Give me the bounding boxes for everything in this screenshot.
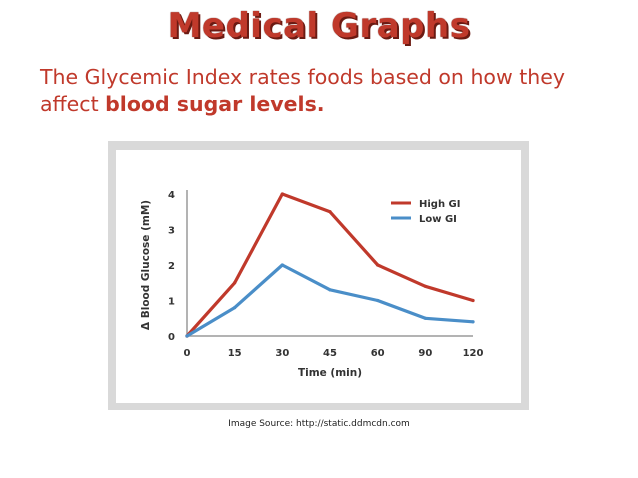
y-tick-label: 4 — [168, 190, 175, 201]
body-text-bold: blood sugar levels. — [105, 92, 325, 116]
data-point-high-gi — [280, 192, 284, 196]
data-point-high-gi — [328, 210, 332, 214]
glucose-chart: 0 1 2 3 4 0 15 30 45 60 90 120 Time (min) Δ Blood Glu… — [116, 150, 521, 403]
legend-label-high-gi: High GI — [419, 199, 460, 210]
data-point-low-gi — [280, 263, 284, 267]
y-tick-label: 0 — [168, 332, 175, 343]
data-point-low-gi — [328, 288, 332, 292]
x-axis-label: Time (min) — [298, 367, 362, 379]
y-axis-label: Δ Blood Glucose (mM) — [140, 200, 152, 330]
y-tick-label: 1 — [168, 297, 175, 308]
data-point-high-gi — [233, 281, 237, 285]
body-text: The Glycemic Index rates foods based on … — [40, 64, 610, 118]
x-tick-label: 30 — [275, 348, 289, 359]
data-point-low-gi — [423, 316, 427, 320]
slide-title: Medical Graphs — [167, 6, 471, 46]
x-tick-label: 90 — [418, 348, 432, 359]
data-point-low-gi — [376, 298, 380, 303]
body-text-plain: The Glycemic Index rates foods based on … — [40, 65, 566, 116]
x-tick-label: 0 — [184, 348, 191, 359]
data-point-low-gi — [233, 306, 237, 310]
y-tick-label: 2 — [168, 261, 175, 272]
data-point-low-gi — [471, 320, 475, 324]
chart-frame: 0 1 2 3 4 0 15 30 45 60 90 120 Time (min) Δ Blood Glu… — [108, 141, 529, 410]
data-point-high-gi — [471, 298, 475, 303]
plot-area — [116, 150, 521, 403]
data-point-high-gi — [423, 284, 427, 288]
legend-label-low-gi: Low GI — [419, 214, 457, 225]
data-point-high-gi — [376, 263, 380, 267]
x-tick-label: 15 — [228, 348, 242, 359]
y-tick-label: 3 — [168, 226, 175, 237]
image-source-caption: Image Source: http://static.ddmcdn.com — [228, 419, 410, 429]
x-tick-label: 60 — [371, 348, 385, 359]
x-tick-label: 45 — [323, 348, 337, 359]
x-tick-label: 120 — [463, 348, 484, 359]
data-point-low-gi — [185, 334, 189, 338]
